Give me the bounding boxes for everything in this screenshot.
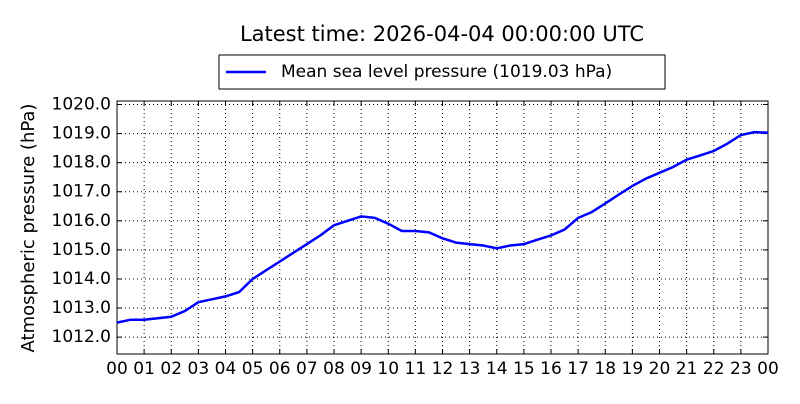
x-tick-label: 16 [540, 359, 562, 379]
x-tick-label: 23 [730, 359, 752, 379]
x-tick-label: 11 [405, 359, 427, 379]
data-line [116, 130, 769, 324]
y-tick-label: 1019.0 [52, 124, 111, 144]
x-tick-label: 15 [513, 359, 535, 379]
y-tick-label: 1015.0 [52, 240, 111, 260]
x-tick-label: 19 [622, 359, 644, 379]
x-tick-label: 00 [106, 359, 128, 379]
x-tick-label: 04 [215, 359, 237, 379]
plot-frame [116, 100, 769, 355]
x-tick-label: 13 [459, 359, 481, 379]
x-tick-label: 07 [296, 359, 318, 379]
x-tick-label: 14 [486, 359, 508, 379]
y-tick-label: 1018.0 [52, 153, 111, 173]
x-tick-label: 06 [269, 359, 291, 379]
legend-label: Mean sea level pressure (1019.03 hPa) [281, 62, 612, 82]
x-tick-label: 02 [160, 359, 182, 379]
y-axis-label: Atmospheric pressure (hPa) [18, 104, 39, 353]
x-tick-label: 00 [757, 359, 779, 379]
x-tick-label: 17 [567, 359, 589, 379]
chart-title: Latest time: 2026-04-04 00:00:00 UTC [240, 22, 644, 46]
y-tick-label: 1017.0 [52, 182, 111, 202]
x-tick-label: 12 [432, 359, 454, 379]
y-tick-label: 1013.0 [52, 298, 111, 318]
x-tick-label: 08 [323, 359, 345, 379]
legend-box [218, 54, 666, 90]
x-tick-label: 21 [676, 359, 698, 379]
y-tick-label: 1020.0 [52, 94, 111, 114]
x-tick-label: 18 [594, 359, 616, 379]
y-tick-label: 1012.0 [52, 327, 111, 347]
x-tick-label: 01 [133, 359, 155, 379]
x-tick-label: 09 [350, 359, 372, 379]
x-tick-label: 10 [377, 359, 399, 379]
x-tick-label: 05 [242, 359, 264, 379]
y-tick-label: 1016.0 [52, 211, 111, 231]
x-tick-label: 20 [649, 359, 671, 379]
y-tick-label: 1014.0 [52, 269, 111, 289]
x-tick-label: 22 [703, 359, 725, 379]
x-tick-label: 03 [188, 359, 210, 379]
